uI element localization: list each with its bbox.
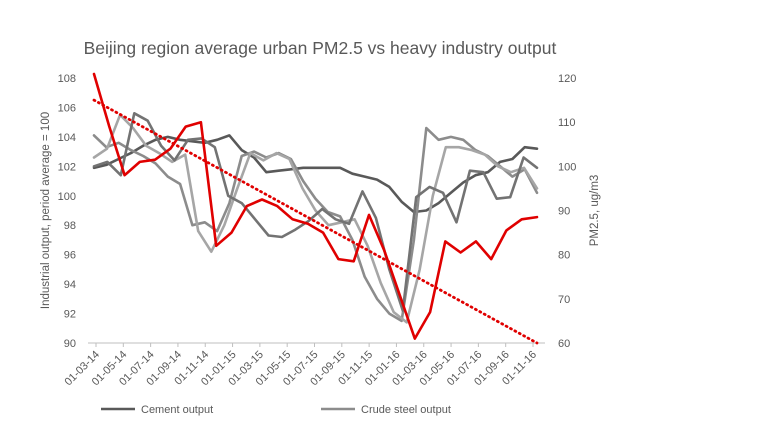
y-left-axis-label: Industrial output, period average = 100 (40, 112, 52, 309)
y-left-tick-label: 96 (64, 250, 76, 262)
legend-steel-label: Crude steel output (361, 404, 451, 416)
coke-output-series-line (92, 112, 539, 312)
y-right-axis-label: PM2.5, ug/m3 (589, 175, 601, 247)
y-left-tick-label: 94 (64, 279, 76, 291)
y-left-tick-label: 102 (58, 161, 76, 173)
crude-steel-output-series-line (92, 126, 539, 323)
pig-iron-output-series-line (92, 113, 539, 324)
y-right-tick-label: 90 (558, 206, 570, 218)
y-left-tick-label: 100 (58, 191, 76, 203)
y-left-tick-label: 106 (58, 102, 76, 114)
y-left-tick-label: 104 (58, 132, 76, 144)
y-right-tick-label: 60 (558, 338, 570, 350)
y-left-tick-label: 90 (64, 338, 76, 350)
y-right-tick-label: 70 (558, 294, 570, 306)
y-right-tick-label: 120 (558, 73, 576, 85)
pm2-5-trend-series-line (92, 98, 539, 345)
y-left-tick-label: 98 (64, 220, 76, 232)
y-left-tick-label: 108 (58, 73, 76, 85)
cement-output-series-line (92, 134, 539, 214)
legend-cement-label: Cement output (141, 404, 213, 416)
chart-title: Beijing region average urban PM2.5 vs he… (83, 38, 557, 58)
y-right-tick-label: 110 (558, 117, 576, 129)
y-left-tick-label: 92 (64, 309, 76, 321)
y-right-tick-label: 80 (558, 250, 570, 262)
pm2-5-series-line (92, 72, 539, 340)
y-right-tick-label: 100 (558, 161, 576, 173)
